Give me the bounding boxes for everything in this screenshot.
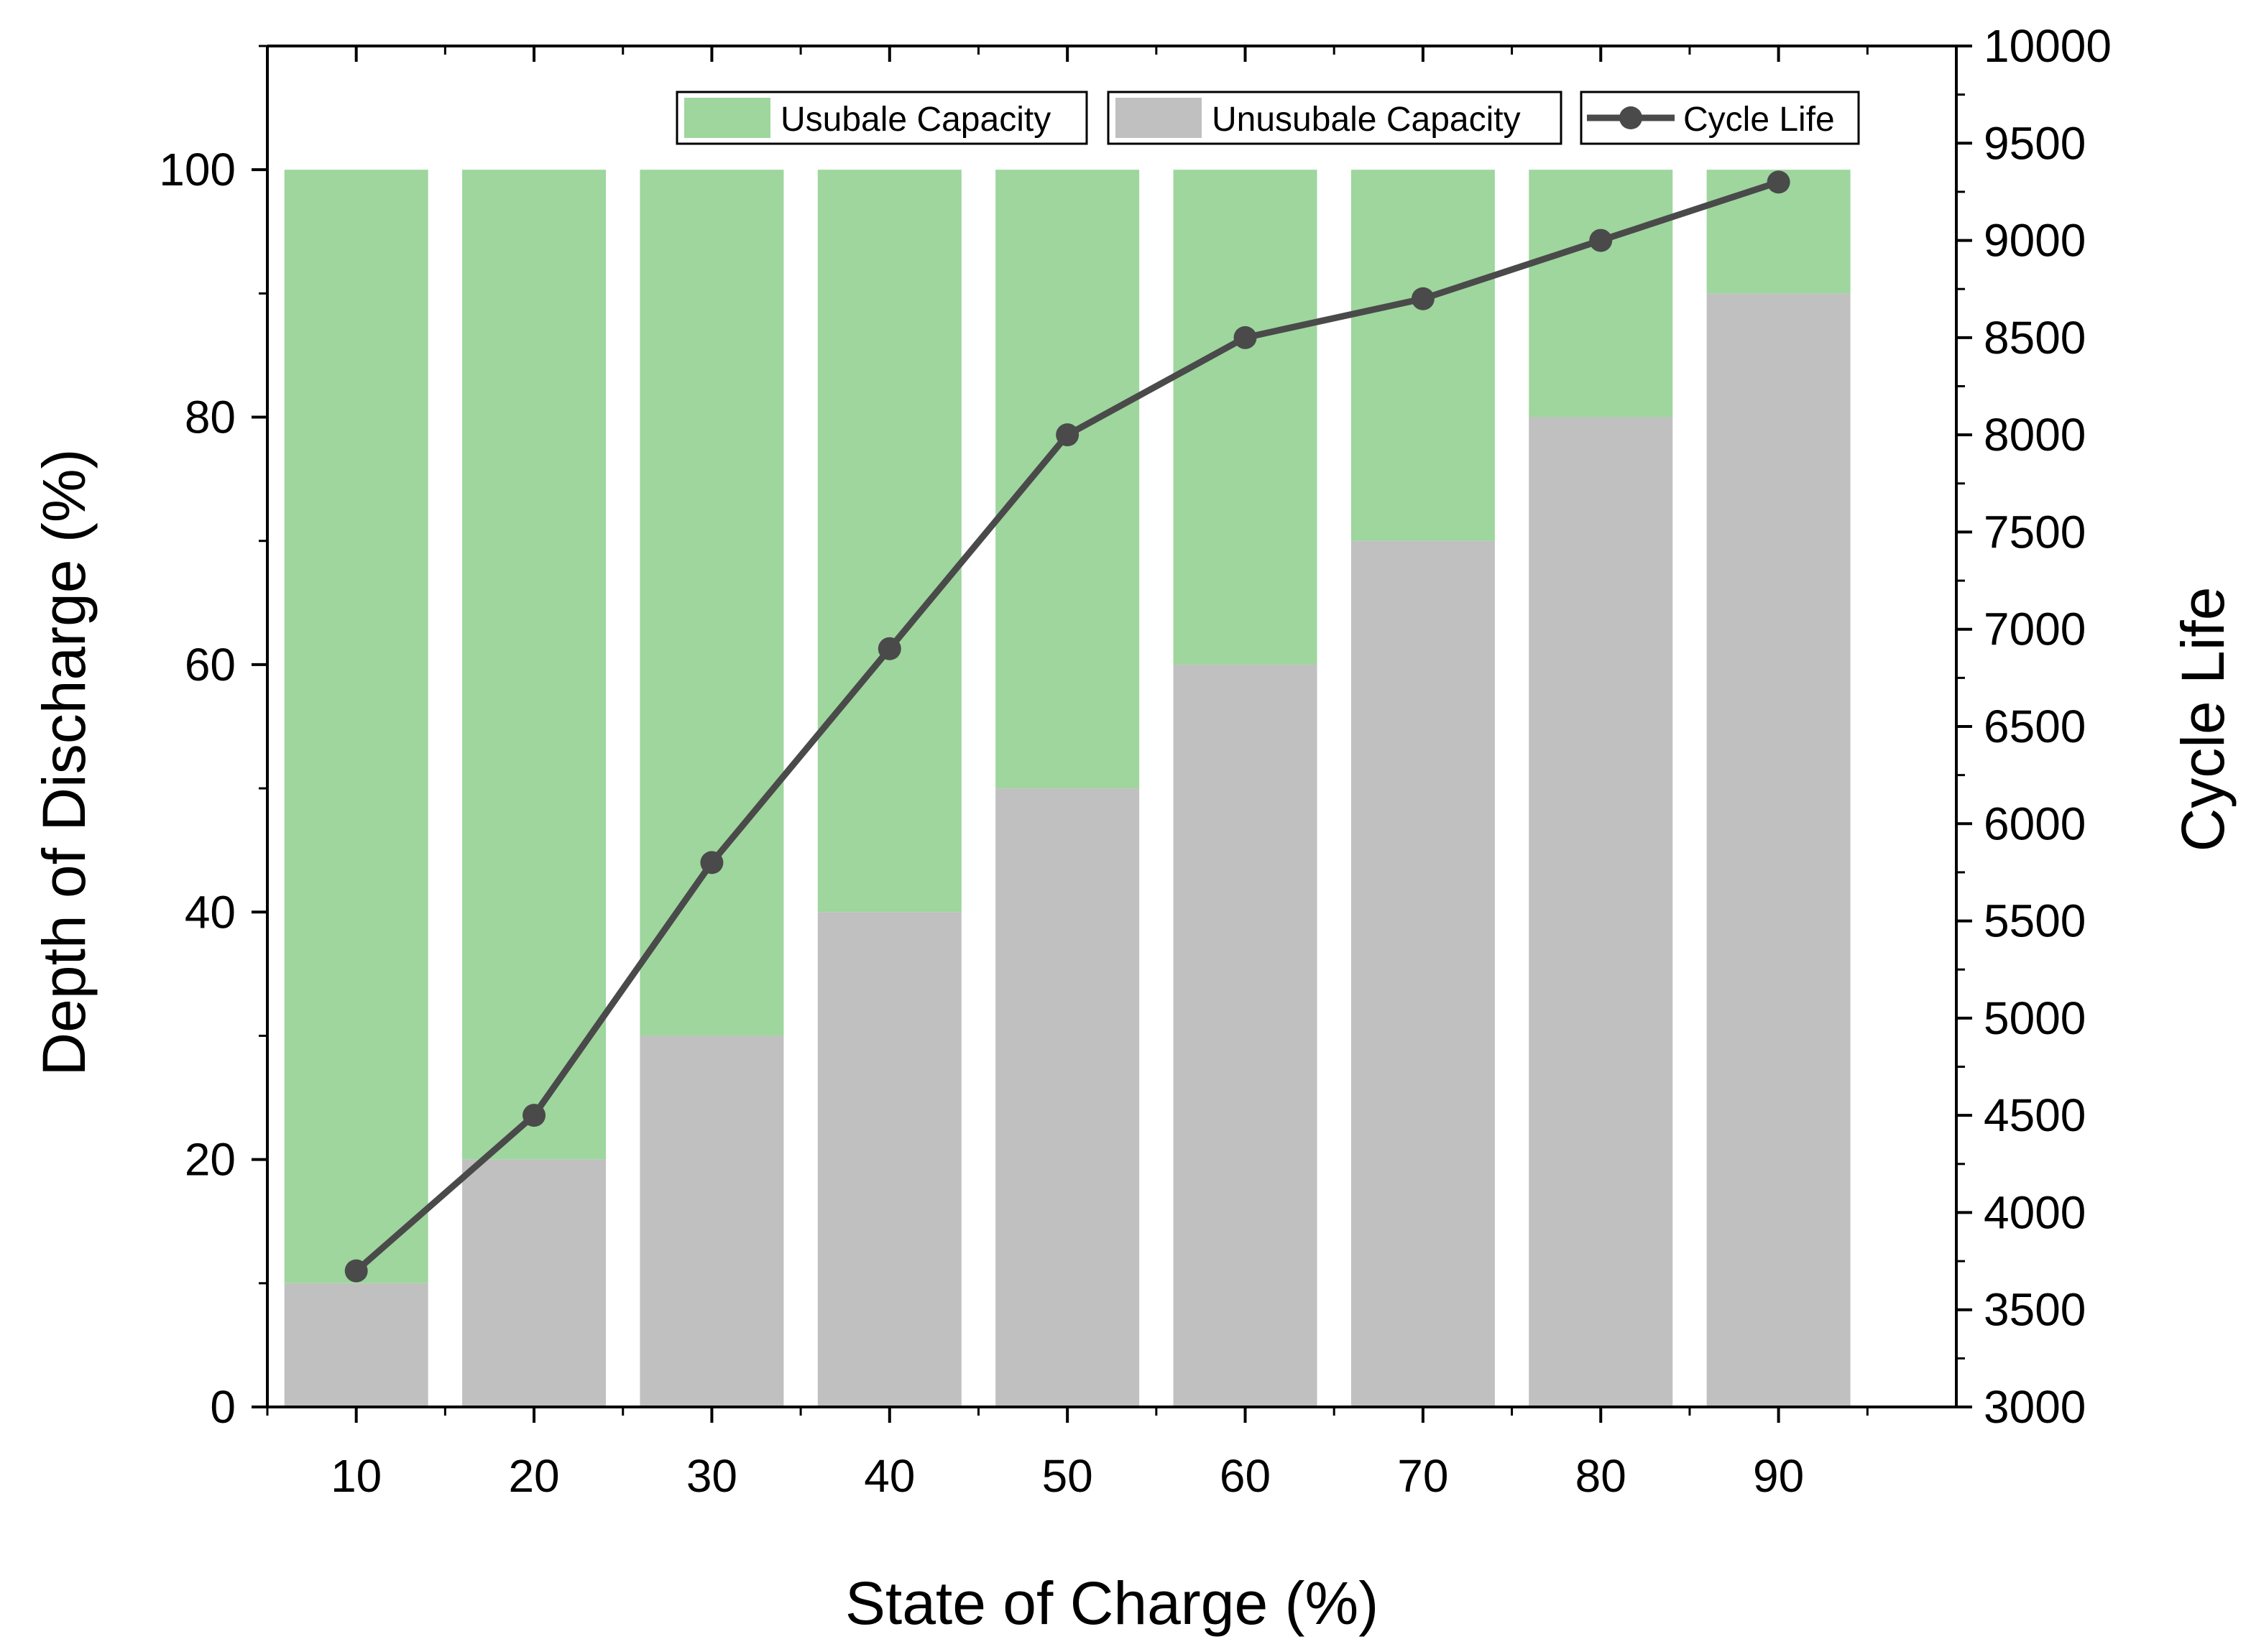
unusable-bar-50 xyxy=(995,788,1140,1407)
legend: Usubale Capacity Unusubale Capacity Cycle … xyxy=(676,91,1860,145)
legend-label-cycle-life: Cycle Life xyxy=(1683,101,1835,139)
y2-tick-label-5000: 5000 xyxy=(1984,992,2086,1044)
y-tick-label-60: 60 xyxy=(185,639,236,691)
legend-swatch-usable xyxy=(684,98,770,138)
y2-tick-label-9500: 9500 xyxy=(1984,117,2086,169)
y2-tick-label-7000: 7000 xyxy=(1984,604,2086,655)
x-tick-label-10: 10 xyxy=(331,1450,382,1502)
x-tick-label-40: 40 xyxy=(864,1450,915,1502)
y2-tick-label-8500: 8500 xyxy=(1984,312,2086,364)
usable-bar-50 xyxy=(995,170,1140,789)
y-tick-label-100: 100 xyxy=(159,144,236,195)
x-tick-label-20: 20 xyxy=(508,1450,559,1502)
usable-bar-80 xyxy=(1529,170,1673,417)
x-tick-label-90: 90 xyxy=(1753,1450,1804,1502)
unusable-bar-80 xyxy=(1529,417,1673,1408)
unusable-bar-30 xyxy=(640,1035,784,1407)
cycle-life-point-60 xyxy=(1233,326,1257,349)
y2-tick-label-7500: 7500 xyxy=(1984,506,2086,558)
cycle-life-point-30 xyxy=(700,851,724,875)
y-tick-label-0: 0 xyxy=(210,1381,236,1433)
y-tick-label-40: 40 xyxy=(185,886,236,938)
y2-tick-label-10000: 10000 xyxy=(1984,20,2112,72)
legend-label-unusable: Unusubale Capacity xyxy=(1212,101,1521,139)
unusable-bar-40 xyxy=(817,912,962,1407)
unusable-bar-20 xyxy=(462,1159,607,1407)
x-tick-label-30: 30 xyxy=(686,1450,737,1502)
cycle-life-point-20 xyxy=(523,1104,546,1127)
x-tick-label-70: 70 xyxy=(1397,1450,1448,1502)
y2-tick-label-5500: 5500 xyxy=(1984,895,2086,947)
bars-group xyxy=(284,170,1851,1408)
x-tick-label-80: 80 xyxy=(1575,1450,1626,1502)
usable-bar-10 xyxy=(284,170,428,1283)
y2-tick-label-4000: 4000 xyxy=(1984,1186,2086,1238)
usable-bar-20 xyxy=(462,170,607,1160)
usable-bar-60 xyxy=(1173,170,1317,665)
y2-tick-label-3000: 3000 xyxy=(1984,1381,2086,1433)
y-tick-label-20: 20 xyxy=(185,1134,236,1186)
y-tick-label-80: 80 xyxy=(185,392,236,443)
unusable-bar-10 xyxy=(284,1283,428,1407)
legend-swatch-unusable xyxy=(1115,98,1202,138)
y2-tick-label-8000: 8000 xyxy=(1984,409,2086,461)
y2-tick-label-4500: 4500 xyxy=(1984,1089,2086,1141)
y2-tick-label-9000: 9000 xyxy=(1984,215,2086,267)
y2-tick-label-3500: 3500 xyxy=(1984,1284,2086,1336)
y2-tick-label-6000: 6000 xyxy=(1984,798,2086,849)
axes-group xyxy=(252,45,1972,1423)
legend-label-usable: Usubale Capacity xyxy=(781,101,1051,139)
cycle-life-point-90 xyxy=(1767,170,1790,194)
legend-marker-cycle-life xyxy=(1619,106,1642,129)
x-axis-title: State of Charge (%) xyxy=(845,1569,1378,1637)
x-tick-label-50: 50 xyxy=(1042,1450,1093,1502)
unusable-bar-90 xyxy=(1706,293,1851,1407)
cycle-life-point-40 xyxy=(878,637,901,660)
y2-axis-title: Cycle Life xyxy=(2169,587,2237,852)
unusable-bar-60 xyxy=(1173,664,1317,1407)
y-axis-title: Depth of Discharge (%) xyxy=(30,448,98,1076)
cycle-life-point-70 xyxy=(1411,287,1435,310)
cycle-life-point-80 xyxy=(1589,229,1613,252)
usable-bar-30 xyxy=(640,170,784,1036)
usable-bar-70 xyxy=(1350,170,1495,541)
y2-tick-label-6500: 6500 xyxy=(1984,701,2086,752)
x-tick-label-60: 60 xyxy=(1220,1450,1271,1502)
usable-bar-40 xyxy=(817,170,962,913)
cycle-life-point-10 xyxy=(344,1259,368,1283)
cycle-life-point-50 xyxy=(1056,423,1080,447)
unusable-bar-70 xyxy=(1350,540,1495,1407)
